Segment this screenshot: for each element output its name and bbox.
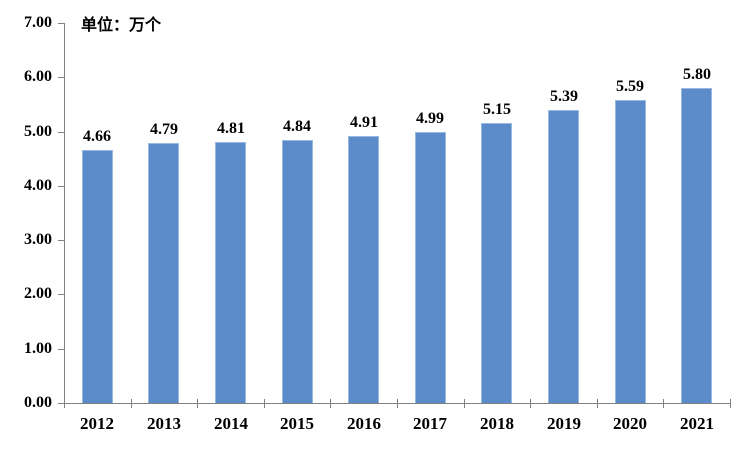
x-axis-category-label: 2019: [547, 414, 581, 433]
y-axis-tick-label: 5.00: [24, 123, 52, 140]
x-tick: [197, 399, 198, 408]
bar: [148, 143, 179, 403]
y-axis-tick-label: 7.00: [24, 14, 52, 31]
bar-value-label: 5.59: [616, 78, 644, 95]
bar-value-label: 4.66: [83, 128, 111, 145]
x-tick: [530, 399, 531, 408]
y-tick: [58, 77, 64, 78]
y-axis-tick-label: 4.00: [24, 177, 52, 194]
x-axis-category-label: 2018: [480, 414, 514, 433]
bar-value-label: 4.81: [217, 120, 245, 137]
x-axis-category-label: 2016: [347, 414, 381, 433]
bar: [548, 110, 579, 403]
x-axis-category-label: 2012: [80, 414, 114, 433]
bar: [615, 100, 646, 403]
x-tick: [663, 399, 664, 408]
y-axis-tick-label: 6.00: [24, 68, 52, 85]
bar: [415, 132, 446, 403]
x-axis-category-label: 2013: [147, 414, 181, 433]
y-tick: [58, 349, 64, 350]
x-tick: [330, 399, 331, 408]
bar-value-label: 4.79: [150, 121, 178, 138]
unit-label: 单位：万个: [81, 17, 162, 34]
y-axis-tick-label: 3.00: [24, 231, 52, 248]
bar: [215, 142, 246, 403]
bar-value-label: 4.84: [283, 118, 311, 135]
x-tick: [730, 399, 731, 408]
y-axis-tick-label: 1.00: [24, 340, 52, 357]
x-axis-category-label: 2014: [214, 414, 248, 433]
y-tick: [58, 132, 64, 133]
x-axis-category-label: 2021: [680, 414, 714, 433]
y-axis-tick-label: 2.00: [24, 285, 52, 302]
bar-value-label: 5.80: [683, 66, 711, 83]
bar-value-label: 5.15: [483, 101, 511, 118]
x-tick: [597, 399, 598, 408]
x-tick: [64, 399, 65, 408]
bar: [82, 150, 113, 403]
bar: [348, 136, 379, 403]
bar-value-label: 5.39: [550, 88, 578, 105]
x-axis-category-label: 2017: [413, 414, 447, 433]
x-tick: [397, 399, 398, 408]
y-tick: [58, 186, 64, 187]
y-axis-tick-label: 0.00: [24, 394, 52, 411]
y-tick: [58, 294, 64, 295]
x-tick: [264, 399, 265, 408]
bar: [681, 88, 712, 403]
x-axis-category-label: 2020: [613, 414, 647, 433]
y-tick: [58, 240, 64, 241]
x-tick: [464, 399, 465, 408]
y-tick: [58, 403, 64, 404]
bar-value-label: 4.99: [416, 110, 444, 127]
y-axis-line: [64, 23, 65, 403]
x-axis-category-label: 2015: [280, 414, 314, 433]
bar: [282, 140, 313, 403]
bar: [481, 123, 512, 403]
bar-value-label: 4.91: [350, 114, 378, 131]
x-tick: [131, 399, 132, 408]
y-tick: [58, 23, 64, 24]
